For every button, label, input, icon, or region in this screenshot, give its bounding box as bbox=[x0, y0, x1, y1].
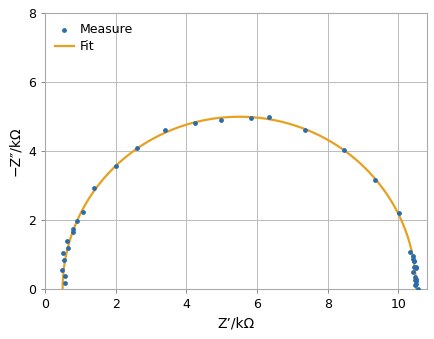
Measure bbox=[412, 264, 419, 270]
Fit bbox=[350, 156, 355, 160]
Measure bbox=[59, 250, 66, 256]
Measure bbox=[64, 239, 71, 244]
Measure bbox=[409, 258, 416, 264]
Measure bbox=[59, 267, 66, 272]
Measure bbox=[217, 118, 224, 123]
Measure bbox=[62, 273, 69, 279]
Measure bbox=[112, 163, 119, 169]
Measure bbox=[62, 280, 69, 285]
Y-axis label: −Z″/kΩ: −Z″/kΩ bbox=[8, 126, 22, 176]
Measure bbox=[65, 245, 72, 251]
Measure bbox=[265, 115, 272, 120]
Measure bbox=[408, 256, 415, 262]
Measure bbox=[371, 178, 378, 183]
Fit bbox=[352, 158, 358, 162]
Measure bbox=[412, 278, 419, 284]
Measure bbox=[340, 147, 347, 152]
Measure bbox=[410, 258, 417, 264]
Measure bbox=[69, 226, 76, 232]
Measure bbox=[73, 218, 80, 224]
Fit bbox=[236, 115, 241, 119]
Measure bbox=[60, 257, 67, 263]
Measure bbox=[408, 270, 415, 275]
Measure bbox=[90, 185, 97, 191]
Measure bbox=[411, 281, 418, 287]
Measure bbox=[247, 115, 253, 120]
Fit bbox=[180, 124, 185, 128]
Measure bbox=[414, 286, 421, 292]
Measure bbox=[161, 128, 168, 133]
Measure bbox=[70, 230, 77, 235]
Measure bbox=[408, 254, 415, 259]
Measure bbox=[411, 265, 418, 271]
Measure bbox=[411, 275, 418, 280]
Measure bbox=[80, 210, 87, 215]
Legend: Measure, Fit: Measure, Fit bbox=[51, 20, 137, 57]
X-axis label: Z’/kΩ: Z’/kΩ bbox=[217, 317, 254, 331]
Measure bbox=[191, 120, 198, 126]
Line: Fit: Fit bbox=[62, 117, 415, 289]
Fit bbox=[145, 140, 150, 144]
Measure bbox=[394, 211, 401, 216]
Fit bbox=[72, 223, 78, 227]
Measure bbox=[411, 282, 418, 288]
Measure bbox=[411, 277, 418, 282]
Measure bbox=[409, 264, 416, 269]
Fit bbox=[412, 287, 418, 291]
Fit bbox=[60, 287, 65, 291]
Measure bbox=[410, 278, 417, 283]
Measure bbox=[301, 127, 308, 133]
Measure bbox=[134, 145, 141, 150]
Fit bbox=[307, 129, 312, 133]
Measure bbox=[405, 249, 412, 254]
